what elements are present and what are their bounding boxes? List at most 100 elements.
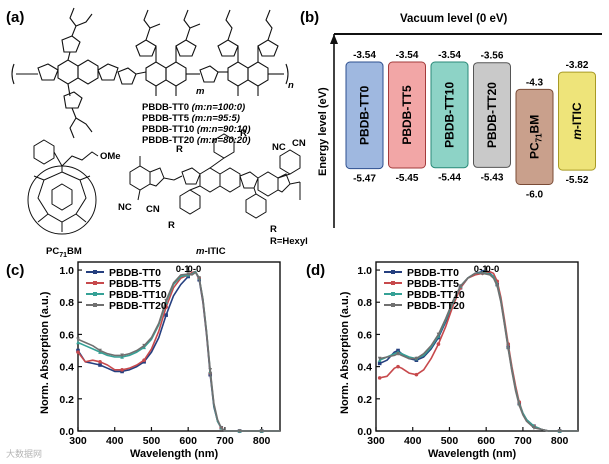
peak-label: 0-0 (486, 264, 500, 275)
data-point (237, 429, 242, 434)
homo-label: -6.0 (526, 190, 544, 201)
legend-entry: PBDB-TT0 (109, 267, 161, 279)
x-tick-label: 800 (551, 435, 569, 447)
legend-marker (93, 270, 97, 274)
x-tick-label: 600 (477, 435, 495, 447)
homo-label: -5.43 (481, 172, 504, 183)
data-point (219, 425, 224, 431)
panel-d-label: (d) (306, 262, 325, 279)
data-point (197, 276, 201, 281)
legend-marker (391, 281, 395, 285)
y-tick-label: 0.6 (59, 329, 74, 341)
energy-axis-title: Energy level (eV) (317, 87, 329, 176)
data-point (142, 358, 146, 362)
polymer-series-list: PBDB-TT0 (m:n=100:0) PBDB-TT5 (m:n=95:5)… (142, 102, 251, 146)
x-tick-label: 500 (441, 435, 459, 447)
plot-c: 300 400 500 600 700 800 0.0 0.2 0.4 0.6 0.8 1.0 PBDB… (59, 261, 281, 447)
vacuum-level-title: Vacuum level (0 eV) (400, 13, 508, 25)
c-ylabel: Norm. Absorption (a.u.) (39, 291, 51, 414)
data-point (396, 364, 400, 369)
data-point (186, 272, 190, 277)
energy-bar (558, 71, 596, 171)
x-tick-label: 700 (216, 435, 234, 447)
legend-marker (391, 270, 395, 274)
series-tt20: PBDB-TT20 (m:n=80:20) (142, 135, 251, 146)
y-tick-label: 0.4 (59, 362, 74, 374)
panel-b: (b) Vacuum level (0 eV) Energy level (eV… (300, 9, 602, 228)
fullerene-structure (27, 139, 99, 235)
material-name: PBDB-TT5 (400, 85, 414, 145)
series-tt0: PBDB-TT0 (m:n=100:0) (142, 102, 245, 113)
data-point (377, 361, 382, 366)
data-point (377, 356, 382, 361)
legend-entry: PBDB-TT0 (407, 267, 459, 279)
y-tick-label: 0.2 (357, 394, 372, 406)
y-tick-label: 0.8 (59, 297, 74, 309)
lumo-label: -3.54 (396, 50, 419, 61)
y-tick-label: 0.0 (59, 426, 74, 438)
data-point (208, 368, 213, 373)
watermark: 大数据网 (6, 448, 42, 459)
legend-marker (93, 292, 97, 296)
data-point (98, 348, 102, 353)
legend-entry: PBDB-TT10 (109, 289, 167, 301)
energy-bar (515, 88, 554, 185)
r-label-4: R (270, 224, 277, 235)
data-point (259, 429, 264, 434)
legend-entry: PBDB-TT20 (109, 300, 167, 312)
peak-label: 0-1 (474, 264, 488, 275)
plot-frame (375, 261, 579, 432)
nitrile-label-left-2: CN (146, 204, 160, 215)
c-xlabel: Wavelength (nm) (130, 448, 219, 460)
data-point (495, 284, 499, 289)
r-group-note: R=Hexyl (270, 236, 308, 247)
panel-a: (a) (6, 7, 308, 259)
data-point (377, 376, 382, 380)
material-name: m-ITIC (570, 102, 584, 140)
lumo-label: -3.56 (481, 51, 504, 62)
data-point (414, 356, 419, 361)
nitrile-label-right: NC (272, 142, 286, 153)
peak-label: 0-1 (176, 264, 190, 275)
acceptor-name: m-ITIC (196, 246, 226, 257)
nitrile-label-right-2: CN (292, 138, 306, 149)
plot-d: 300 400 500 600 700 800 0.0 0.2 0.4 0.6 0.8 1.0 PBDB… (357, 261, 579, 447)
r-label-3: R (168, 220, 175, 231)
data-point (517, 403, 522, 408)
data-point (76, 340, 80, 345)
r-label-1: R (176, 144, 183, 155)
x-tick-label: 700 (514, 435, 532, 447)
panel-d: (d) Norm. Absorption (a.u.) Wavelength (… (306, 261, 579, 460)
plot-frame (77, 261, 281, 432)
material-name: PC71BM (528, 115, 544, 159)
lumo-label: -3.82 (566, 60, 589, 71)
data-point (436, 342, 441, 346)
lumo-label: -3.54 (438, 50, 461, 61)
y-tick-label: 0.8 (357, 297, 372, 309)
material-name: PBDB-TT10 (443, 82, 457, 148)
series-line (379, 272, 578, 432)
energy-bar (388, 61, 426, 169)
data-point (436, 332, 441, 337)
data-point (480, 271, 485, 276)
y-tick-label: 0.6 (357, 329, 372, 341)
data-point (164, 313, 168, 317)
d-ylabel: Norm. Absorption (a.u.) (339, 291, 351, 414)
acceptor-structure (129, 133, 301, 219)
data-point (532, 425, 536, 431)
homo-label: -5.52 (566, 175, 589, 186)
legend-entry: PBDB-TT5 (407, 278, 459, 290)
data-point (506, 347, 511, 352)
r-label-2: R (240, 128, 247, 139)
energy-axis-arrow (330, 34, 338, 44)
peak-label: 0-0 (188, 264, 202, 275)
y-tick-label: 1.0 (59, 265, 74, 277)
legend-entry: PBDB-TT5 (109, 278, 161, 290)
homo-label: -5.44 (438, 173, 461, 184)
subscript-n: n (288, 80, 294, 91)
data-point (458, 284, 463, 289)
legend-marker (93, 281, 97, 285)
data-point (414, 372, 419, 377)
data-point (396, 351, 400, 357)
material-name: PBDB-TT20 (485, 82, 499, 148)
